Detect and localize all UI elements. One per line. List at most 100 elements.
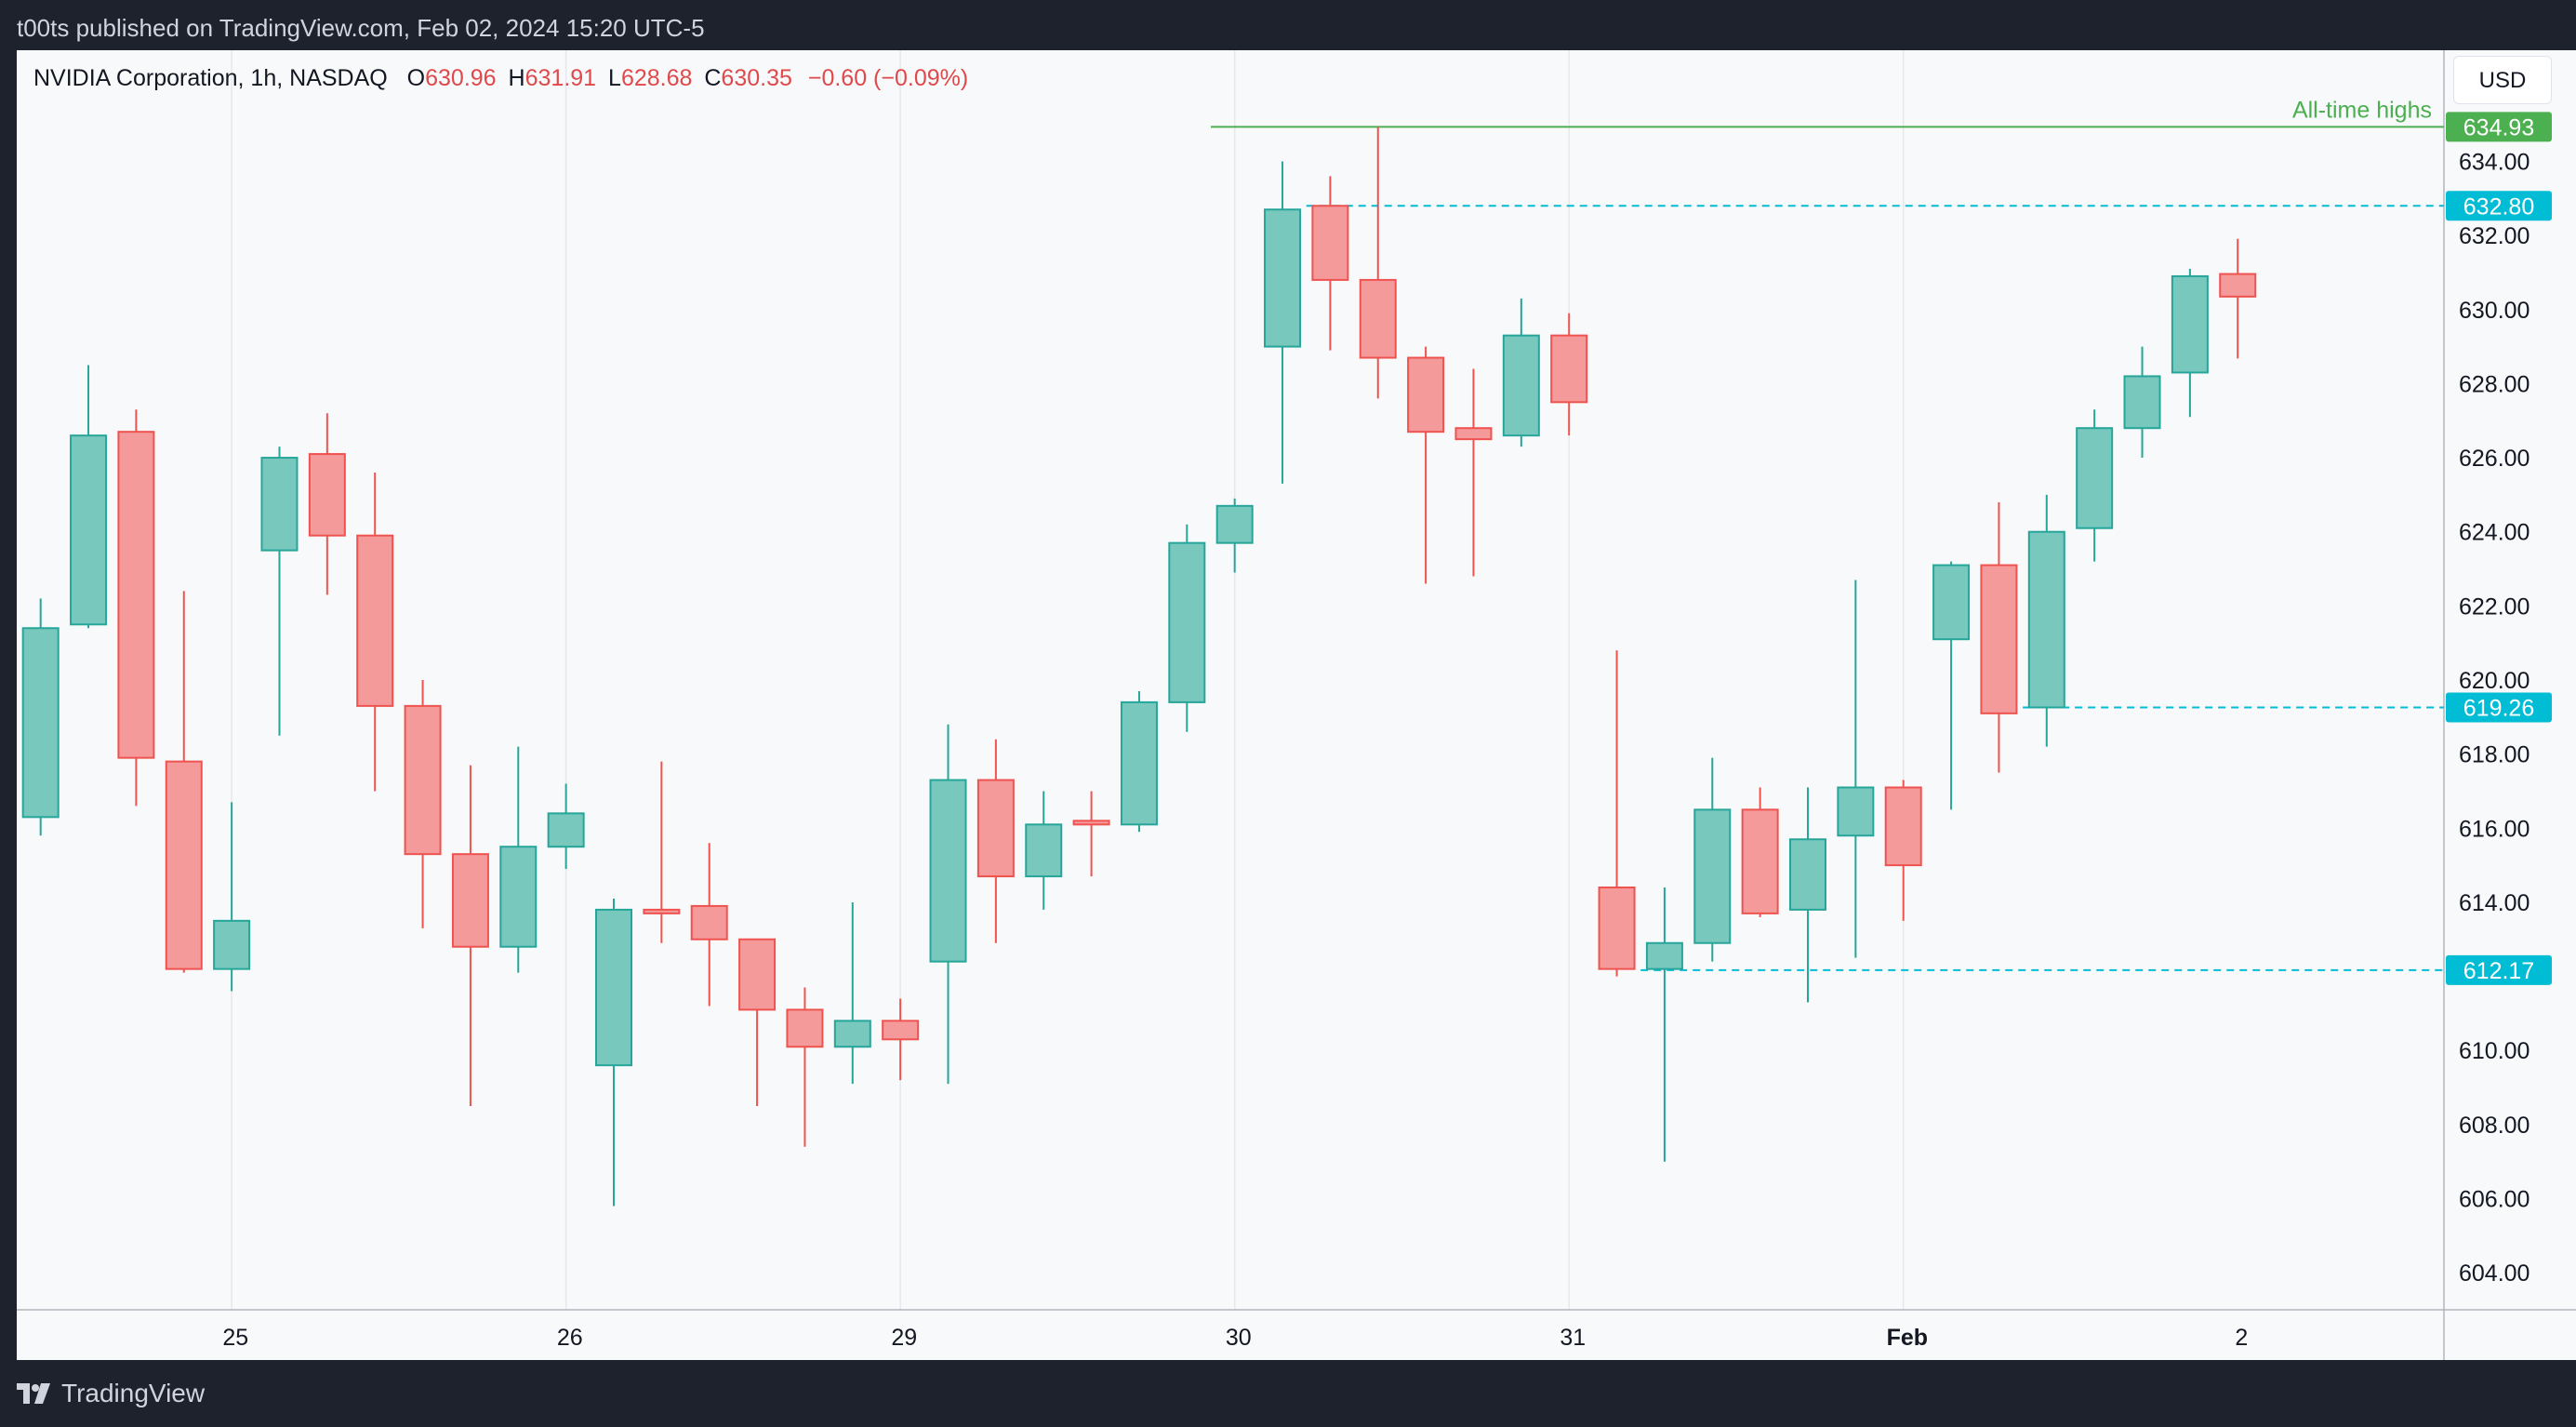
time-axis: 25 26 29 30 31 Feb 2 <box>222 1325 2248 1351</box>
candle-body <box>70 434 108 626</box>
candle-body <box>1359 278 1397 359</box>
candle-body <box>1311 205 1349 281</box>
price-tick-label: 632.00 <box>2459 223 2530 249</box>
symbol-legend: NVIDIA Corporation, 1h, NASDAQ O630.96 H… <box>33 65 968 92</box>
candle-body <box>1264 208 1302 348</box>
price-tick-label: 610.00 <box>2459 1038 2530 1064</box>
candle-body <box>547 812 585 848</box>
publish-bar: t00ts published on TradingView.com, Feb … <box>0 0 2576 50</box>
tradingview-brand[interactable]: TradingView <box>17 1379 205 1408</box>
price-tick-label: 604.00 <box>2459 1260 2530 1287</box>
candle-body <box>1120 700 1158 826</box>
candle-body <box>2123 375 2161 430</box>
candle-body <box>595 908 632 1067</box>
price-tick-label: 626.00 <box>2459 446 2530 472</box>
candle-body <box>21 627 60 819</box>
brand-name: TradingView <box>61 1379 206 1407</box>
candle-body <box>1693 808 1732 944</box>
price-level-badge <box>2446 692 2552 723</box>
price-level-badge <box>2446 112 2552 142</box>
candle-body <box>1837 786 1875 837</box>
candle-body <box>1072 820 1110 826</box>
candle-body <box>1550 334 1588 404</box>
price-level-badge-label: 634.93 <box>2463 114 2534 140</box>
symbol-name: NVIDIA Corporation, 1h, NASDAQ <box>33 65 388 91</box>
price-tick-label: 620.00 <box>2459 668 2530 694</box>
candle-body <box>1598 887 1636 970</box>
price-tick-label: 616.00 <box>2459 816 2530 842</box>
candle-body <box>976 779 1015 878</box>
close-label: C <box>704 65 722 91</box>
candle-body <box>786 1008 824 1048</box>
candle-body <box>1741 808 1779 914</box>
candle-body <box>1884 786 1922 867</box>
price-tick-label: 608.00 <box>2459 1113 2530 1139</box>
candle-body <box>1407 356 1445 433</box>
open-value: 630.96 <box>425 65 497 91</box>
tradingview-logo-icon <box>17 1383 50 1404</box>
candle-body <box>260 457 299 552</box>
price-tick-label: 630.00 <box>2459 298 2530 324</box>
change-value: −0.60 (−0.09%) <box>807 65 969 91</box>
candle-body <box>1932 564 1971 641</box>
high-label: H <box>508 65 525 91</box>
low-value: 628.68 <box>620 65 693 91</box>
price-level-badge <box>2446 954 2552 985</box>
candle-body <box>451 853 489 948</box>
price-tick-label: 606.00 <box>2459 1187 2530 1213</box>
candle-body <box>404 704 442 856</box>
level-annotation: All-time highs <box>2292 97 2432 123</box>
candle-body <box>690 904 728 940</box>
candle-body <box>499 846 538 948</box>
time-tick-label: 31 <box>1560 1325 1586 1351</box>
price-level-badge-label: 632.80 <box>2463 193 2534 220</box>
candle-body <box>2219 273 2257 298</box>
price-tick-label: 634.00 <box>2459 149 2530 175</box>
candle-body <box>929 779 967 963</box>
high-value: 631.91 <box>524 65 597 91</box>
time-tick-label: 26 <box>557 1325 583 1351</box>
candle-body <box>2171 274 2209 374</box>
candle-body <box>1168 541 1206 703</box>
price-tick-label: 628.00 <box>2459 371 2530 397</box>
time-tick-label: 25 <box>222 1325 248 1351</box>
price-axis: 604.00606.00608.00610.00612.00614.00616.… <box>2459 75 2530 1287</box>
candle-body <box>308 453 346 537</box>
candle-body <box>1502 334 1540 437</box>
candle-body <box>2027 530 2065 709</box>
candle-body <box>738 938 777 1011</box>
candlestick-series <box>21 127 2257 1207</box>
candle-body <box>213 919 251 970</box>
price-level-badge-label: 619.26 <box>2463 695 2534 721</box>
candle-body <box>356 534 394 707</box>
currency-button[interactable]: USD <box>2453 56 2552 104</box>
price-level-badges: 634.93 632.80 619.26 612.17 <box>2446 112 2552 985</box>
candle-body <box>1454 427 1493 441</box>
candle-body <box>165 760 203 970</box>
time-tick-label: Feb <box>1887 1325 1928 1351</box>
candle-body <box>1645 941 1683 970</box>
price-level-badge <box>2446 191 2552 221</box>
close-value: 630.35 <box>721 65 792 91</box>
footer-bar: TradingView <box>0 1360 2576 1427</box>
time-tick-label: 30 <box>1226 1325 1252 1351</box>
candle-body <box>2076 427 2114 529</box>
candle-body <box>1215 504 1254 544</box>
candle-body <box>882 1020 920 1041</box>
price-level-lines: All-time highs <box>1211 97 2444 971</box>
low-label: L <box>608 65 621 91</box>
candle-body <box>1980 564 2018 714</box>
candle-body <box>1025 823 1063 878</box>
price-tick-label: 618.00 <box>2459 742 2530 768</box>
candle-body <box>643 908 681 914</box>
published-info: t00ts published on TradingView.com, Feb … <box>17 14 705 42</box>
time-tick-label: 29 <box>891 1325 917 1351</box>
price-tick-label: 622.00 <box>2459 593 2530 620</box>
candle-body <box>117 431 155 759</box>
candle-body <box>1789 838 1826 911</box>
candle-body <box>833 1020 871 1048</box>
time-tick-label: 2 <box>2235 1325 2248 1351</box>
price-tick-label: 614.00 <box>2459 890 2530 916</box>
price-tick-label: 624.00 <box>2459 520 2530 546</box>
